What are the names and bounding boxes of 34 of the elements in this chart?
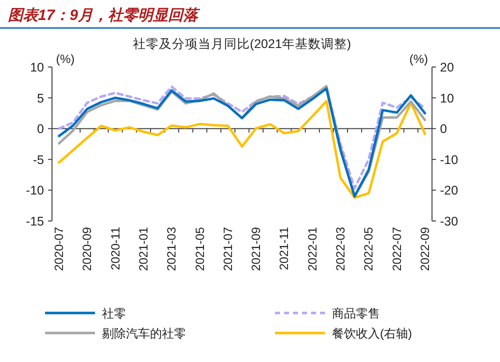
y-tick-label: 10 xyxy=(30,60,44,74)
x-tick-label: 2020-11 xyxy=(108,226,122,270)
chart-title: 图表17：9月，社零明显回落 xyxy=(8,7,202,24)
y2-tick-label: 20 xyxy=(440,60,454,74)
x-tick-label: 2022-03 xyxy=(334,226,348,272)
legend-label: 餐饮收入(右轴) xyxy=(332,326,412,340)
x-tick-label: 2021-01 xyxy=(136,226,150,272)
x-tick-label: 2022-01 xyxy=(305,226,320,272)
y2-tick-label: 10 xyxy=(440,91,454,106)
y-tick-label: -15 xyxy=(26,214,44,228)
x-tick-label: 2021-11 xyxy=(277,226,292,270)
y-tick-label: 0 xyxy=(37,122,44,136)
y2-axis-title: (%) xyxy=(409,52,428,66)
legend-label: 社零 xyxy=(102,306,126,320)
x-tick-label: 2021-05 xyxy=(192,226,207,272)
x-tick-label: 2021-03 xyxy=(164,226,179,272)
x-tick-label: 2020-07 xyxy=(52,226,66,272)
x-tick-label: 2022-05 xyxy=(362,226,376,272)
x-tick-label: 2022-07 xyxy=(390,226,404,272)
y2-tick-label: 0 xyxy=(440,122,447,136)
x-tick-label: 2021-09 xyxy=(249,226,264,272)
x-tick-label: 2020-09 xyxy=(80,226,94,272)
legend-label: 剔除汽车的社零 xyxy=(102,326,186,340)
y-tick-label: -10 xyxy=(26,184,44,198)
chart-subtitle: 社零及分项当月同比(2021年基数调整) xyxy=(132,37,352,51)
y2-tick-label: -20 xyxy=(440,184,458,198)
y2-tick-label: -10 xyxy=(440,152,458,167)
y2-tick-label: -30 xyxy=(440,214,458,228)
legend-label: 商品零售 xyxy=(332,306,380,320)
y-tick-label: -5 xyxy=(32,152,44,167)
x-tick-label: 2021-07 xyxy=(220,226,235,272)
y-axis-title: (%) xyxy=(56,52,75,66)
y-tick-label: 5 xyxy=(37,91,44,106)
x-tick-label: 2022-09 xyxy=(418,226,432,272)
